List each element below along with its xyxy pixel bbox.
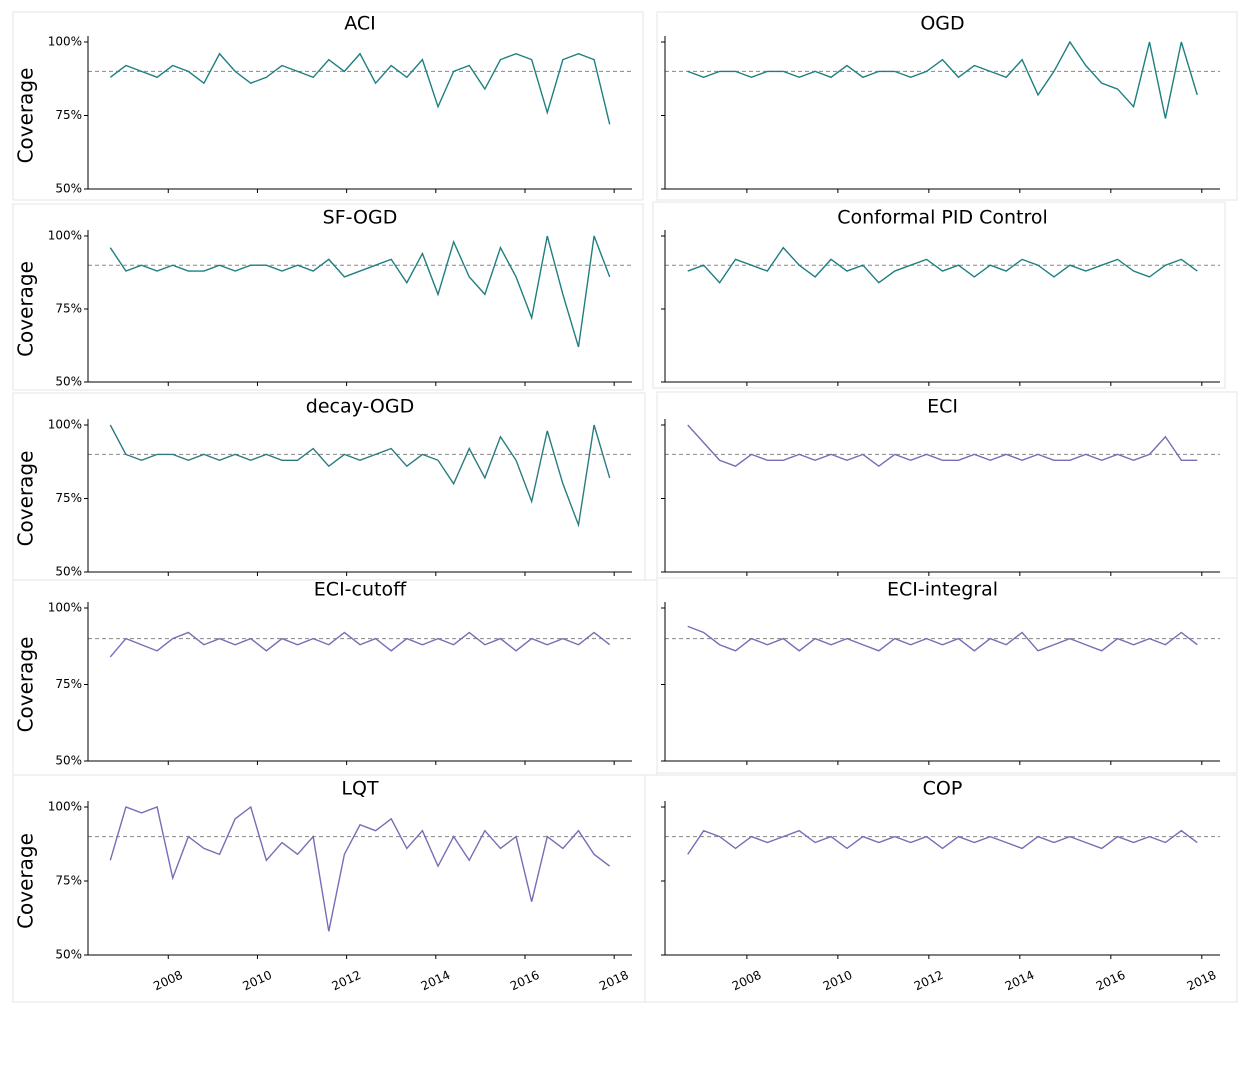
y-tick-label: 100% [48, 35, 82, 49]
y-tick-label: 75% [55, 874, 82, 888]
y-tick-label: 100% [48, 229, 82, 243]
y-tick-label: 100% [48, 601, 82, 615]
panel-frame [644, 774, 1238, 1003]
coverage-line [687, 424, 1198, 468]
coverage-line [109, 52, 611, 125]
panel-frame [656, 11, 1238, 201]
y-axis-label: Coverage [14, 261, 38, 357]
y-axis-label: Coverage [14, 833, 38, 929]
x-tick-label: 2014 [419, 968, 453, 994]
panel-title: Conformal PID Control [837, 207, 1048, 229]
panel-title: ECI [927, 396, 958, 418]
coverage-line [687, 40, 1198, 119]
y-tick-label: 50% [55, 375, 82, 389]
coverage-line [687, 829, 1198, 855]
coverage-line [109, 805, 611, 932]
panel-title: LQT [341, 778, 379, 800]
y-tick-label: 100% [48, 800, 82, 814]
y-axis-label: Coverage [14, 451, 38, 547]
coverage-line [109, 631, 611, 658]
coverage-line [687, 625, 1198, 652]
panel-frame [12, 392, 646, 581]
panel-frame [12, 11, 644, 201]
panel-title: COP [923, 778, 963, 800]
coverage-line [687, 246, 1198, 284]
y-tick-label: 50% [55, 565, 82, 579]
y-tick-label: 50% [55, 182, 82, 196]
panel-frame [12, 579, 658, 776]
coverage-line [109, 424, 611, 528]
x-tick-label: 2010 [821, 968, 855, 994]
y-axis-label: Coverage [14, 637, 38, 733]
panel-frame [652, 201, 1226, 389]
panel-title: OGD [920, 13, 964, 35]
y-tick-label: 100% [48, 418, 82, 432]
x-tick-label: 2012 [912, 968, 946, 994]
panel-frame [656, 577, 1238, 774]
x-tick-label: 2012 [330, 968, 364, 994]
y-tick-label: 50% [55, 948, 82, 962]
x-tick-label: 2018 [597, 968, 631, 994]
x-tick-label: 2010 [240, 968, 274, 994]
panel-frame [12, 774, 646, 1003]
y-tick-label: 50% [55, 754, 82, 768]
panel-title: ECI-integral [887, 579, 998, 601]
coverage-line [109, 235, 611, 348]
panel-title: decay-OGD [306, 396, 414, 418]
x-tick-label: 2016 [1094, 968, 1128, 994]
panel-frame [656, 391, 1238, 579]
x-tick-label: 2016 [508, 968, 542, 994]
x-tick-label: 2008 [151, 968, 185, 994]
panel-title: ECI-cutoff [314, 579, 407, 601]
panel-title: SF-OGD [323, 207, 398, 229]
x-tick-label: 2018 [1185, 968, 1219, 994]
panel-frame [12, 203, 644, 391]
y-tick-label: 75% [55, 108, 82, 122]
y-tick-label: 75% [55, 491, 82, 505]
y-tick-label: 75% [55, 302, 82, 316]
y-axis-label: Coverage [14, 68, 38, 164]
y-tick-label: 75% [55, 677, 82, 691]
x-tick-label: 2014 [1003, 968, 1037, 994]
panel-title: ACI [344, 13, 376, 35]
x-tick-label: 2008 [730, 968, 764, 994]
